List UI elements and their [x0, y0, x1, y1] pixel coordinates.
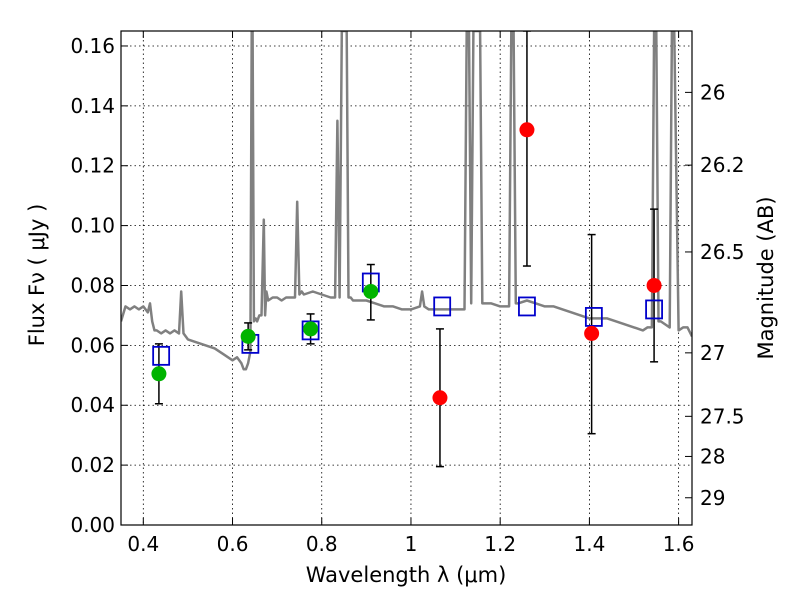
square-marker [584, 307, 603, 327]
x-axis-label: Wavelength λ (μm) [306, 563, 507, 587]
square-marker [301, 320, 320, 341]
y2-tick-label: 26 [700, 80, 725, 104]
x-tick-label: 0.6 [217, 532, 249, 556]
square-marker [518, 296, 536, 317]
x-tick-label: 0.4 [127, 532, 159, 556]
y2-tick-labels: 26 26.2 26.5 27 27.5 28 29 [700, 80, 745, 509]
red-point [646, 277, 662, 293]
marker-layer [151, 122, 663, 406]
y2-tick-label: 27 [700, 341, 725, 365]
y2-tick-label: 26.5 [700, 240, 745, 264]
y2-tick-label: 26.2 [700, 153, 745, 177]
plot-frame [120, 30, 693, 526]
y-tick-label: 0.04 [70, 393, 115, 417]
x-tick-label: 0.8 [306, 532, 338, 556]
y-tick-label: 0.16 [70, 34, 115, 58]
red-point [584, 325, 600, 341]
axis-ticks [121, 31, 692, 526]
green-point [240, 328, 256, 344]
y-tick-label: 0.14 [70, 94, 115, 118]
y-tick-label: 0.00 [70, 513, 115, 537]
y2-tick-label: 28 [700, 444, 725, 468]
y-tick-label: 0.12 [70, 154, 115, 178]
square-marker [645, 299, 663, 320]
red-point [432, 390, 448, 406]
x-tick-label: 1.4 [573, 532, 605, 556]
x-tick-label: 1.2 [484, 532, 516, 556]
y-axis-label: Flux Fν ( μJy ) [25, 204, 49, 347]
green-point [363, 283, 379, 299]
y2-tick-label: 29 [700, 486, 725, 510]
x-tick-labels: 0.4 0.6 0.8 1 1.2 1.4 1.6 [127, 532, 694, 556]
x-tick-label: 1.6 [663, 532, 695, 556]
y-tick-label: 0.02 [70, 453, 115, 477]
y-tick-label: 0.06 [70, 333, 115, 357]
y2-tick-label: 27.5 [700, 404, 745, 428]
y-tick-label: 0.08 [70, 273, 115, 297]
y-tick-labels: 0.00 0.02 0.04 0.06 0.08 0.10 0.12 0.14 0.16 [70, 34, 115, 537]
square-marker [433, 296, 452, 317]
x-tick-label: 1 [405, 532, 418, 556]
y-tick-label: 0.10 [70, 214, 115, 238]
green-point [151, 366, 167, 382]
y2-axis-label: Magnitude (AB) [754, 196, 778, 359]
green-point [303, 321, 319, 337]
red-point [519, 122, 535, 138]
square-marker [152, 345, 171, 366]
